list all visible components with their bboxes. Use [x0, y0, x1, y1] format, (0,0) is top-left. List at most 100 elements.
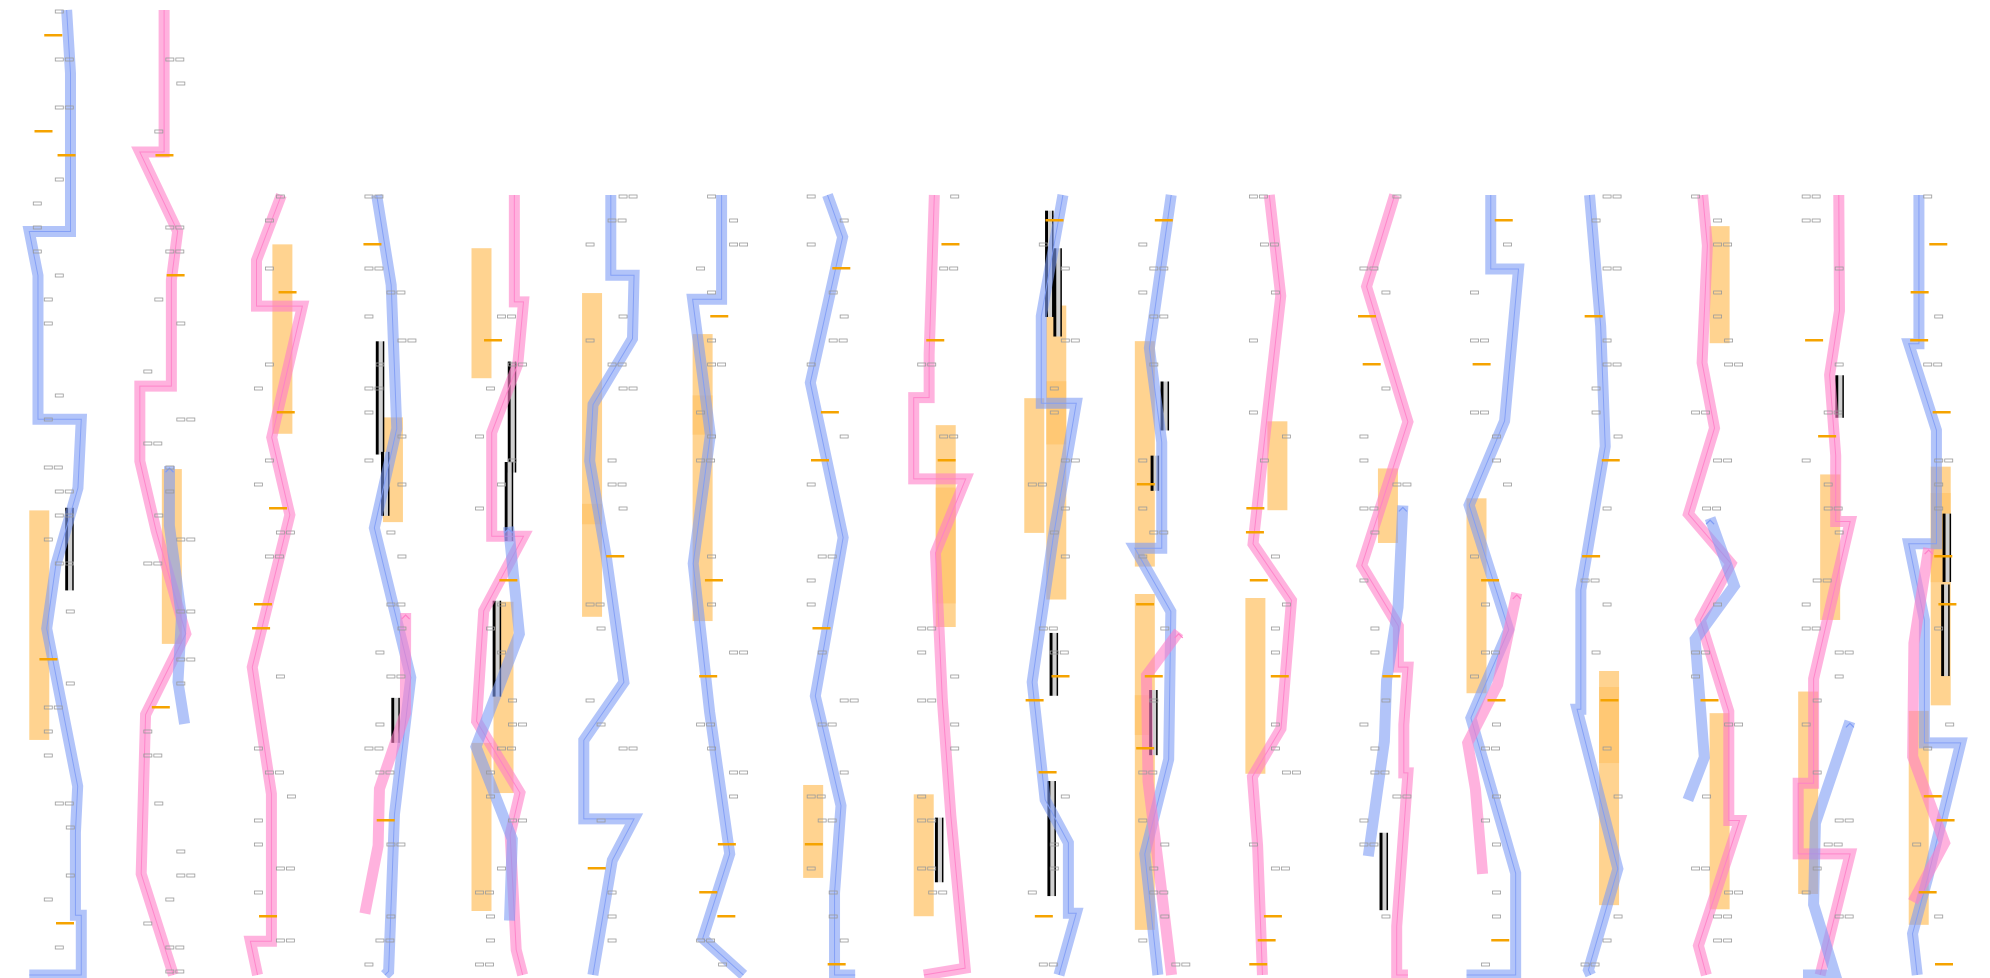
gray-marker — [386, 290, 396, 295]
gray-marker — [143, 753, 153, 758]
gray-marker — [1481, 650, 1490, 655]
gray-marker — [806, 794, 816, 799]
gray-marker — [1602, 266, 1612, 271]
caret-marker-icon — [504, 527, 514, 534]
gray-marker — [928, 890, 938, 895]
orange-block — [29, 510, 50, 740]
gray-marker — [1713, 314, 1723, 319]
gray-marker — [54, 489, 64, 494]
gray-marker — [1160, 842, 1170, 847]
bar-light — [1838, 375, 1843, 418]
orange-dash — [1025, 699, 1044, 702]
gray-marker — [43, 729, 53, 734]
orange-dash — [1936, 819, 1955, 822]
gray-marker — [596, 722, 606, 727]
gray-marker — [1833, 506, 1843, 511]
gray-marker — [1492, 794, 1501, 799]
gray-marker — [1691, 410, 1701, 415]
gray-marker — [1834, 818, 1844, 823]
gray-marker — [838, 338, 848, 343]
gray-marker — [1591, 218, 1601, 223]
gray-marker — [364, 386, 374, 391]
gray-marker — [806, 482, 816, 487]
gray-marker — [1713, 242, 1723, 247]
orange-dash — [717, 843, 736, 846]
gray-marker — [43, 465, 53, 470]
gray-marker — [486, 938, 495, 943]
gray-marker — [486, 386, 495, 391]
gray-marker — [1691, 650, 1701, 655]
gray-marker — [43, 417, 53, 422]
gray-marker — [253, 842, 263, 847]
gray-marker — [696, 722, 706, 727]
gray-marker — [275, 530, 285, 535]
track-path — [1569, 194, 1624, 978]
gray-marker — [274, 770, 284, 775]
gray-marker — [607, 362, 617, 367]
gray-marker — [54, 561, 64, 566]
gray-marker — [917, 362, 927, 367]
orange-dash — [252, 627, 271, 630]
gray-marker — [186, 657, 196, 662]
gray-marker — [1481, 818, 1490, 823]
gray-marker — [1812, 866, 1822, 871]
gray-marker — [1149, 314, 1159, 319]
gray-marker — [739, 770, 749, 775]
orange-dash — [269, 507, 288, 510]
bar-dark — [1167, 381, 1170, 431]
track-path — [1140, 628, 1184, 976]
gray-marker — [285, 866, 295, 871]
bar-dark — [1047, 781, 1051, 897]
gray-marker — [585, 698, 595, 703]
gray-marker — [1834, 530, 1844, 535]
gray-marker — [143, 561, 153, 566]
caret-marker-icon — [1924, 549, 1934, 555]
orange-dash — [1481, 579, 1500, 582]
gray-marker — [1138, 242, 1148, 247]
gray-marker — [385, 770, 395, 775]
bar-dark — [1056, 632, 1059, 696]
gray-marker — [176, 537, 186, 542]
gray-marker — [364, 746, 374, 751]
gray-marker — [1470, 338, 1479, 343]
gray-marker — [1801, 890, 1811, 895]
gray-marker — [65, 609, 75, 614]
gray-marker — [176, 657, 186, 662]
gray-marker — [186, 873, 196, 878]
gray-marker — [264, 770, 274, 775]
gray-marker — [374, 386, 384, 391]
bar-dark — [1156, 690, 1158, 756]
bar-light — [394, 697, 399, 743]
gray-marker — [828, 890, 838, 895]
gray-marker — [165, 897, 175, 902]
gray-marker — [1149, 890, 1159, 895]
gray-marker — [1822, 578, 1832, 583]
gray-marker — [175, 945, 185, 950]
gray-marker — [475, 962, 484, 967]
gray-marker — [54, 513, 64, 518]
gray-marker — [165, 57, 175, 62]
gray-marker — [827, 818, 837, 823]
gray-marker — [1613, 434, 1623, 439]
gray-marker — [949, 266, 959, 271]
orange-dash — [1923, 795, 1942, 798]
gray-marker — [1380, 770, 1390, 775]
bar-light — [1153, 455, 1158, 491]
bar-dark — [65, 507, 69, 591]
orange-dash — [499, 579, 518, 582]
orange-dash — [1487, 699, 1506, 702]
gray-marker — [1923, 194, 1933, 199]
gray-marker — [253, 386, 263, 391]
orange-dash — [278, 291, 297, 294]
gray-marker — [1933, 362, 1943, 367]
gray-marker — [1823, 410, 1833, 415]
gray-marker — [1833, 842, 1843, 847]
orange-dash — [1270, 675, 1289, 678]
orange-dash — [1136, 747, 1155, 750]
gray-marker — [950, 194, 960, 199]
orange-dash — [820, 411, 839, 414]
orange-dash — [1358, 315, 1377, 318]
gray-marker — [385, 938, 395, 943]
gray-marker — [165, 489, 175, 494]
gray-marker — [827, 722, 837, 727]
